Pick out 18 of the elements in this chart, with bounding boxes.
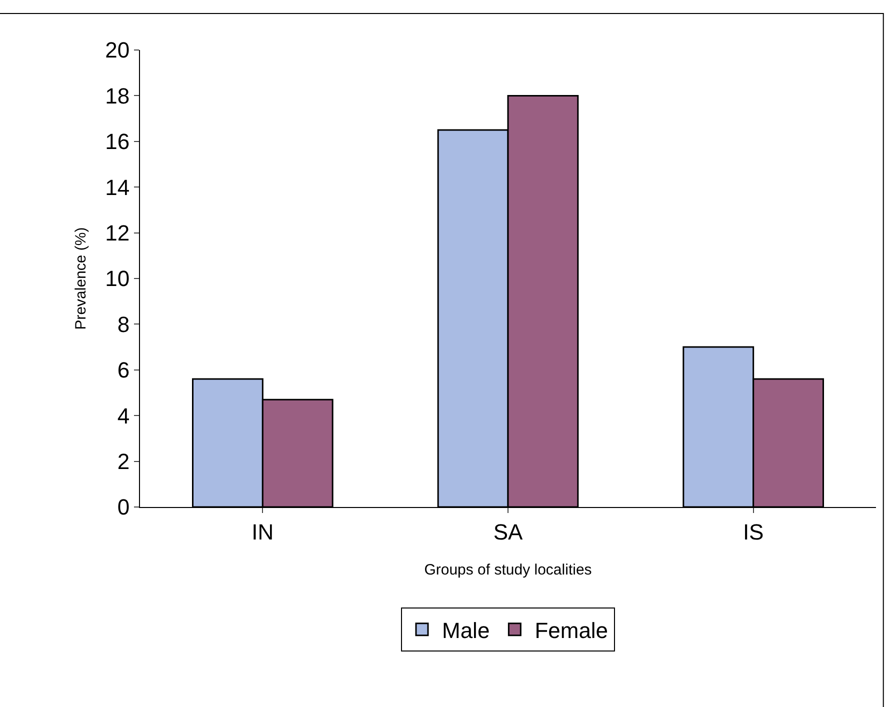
y-tick-label: 6 bbox=[117, 358, 130, 383]
y-tick-label: 16 bbox=[105, 129, 130, 154]
x-axis-title: Groups of study localities bbox=[424, 561, 592, 578]
legend-label: Female bbox=[534, 618, 608, 643]
y-tick-label: 8 bbox=[117, 312, 130, 337]
legend-label: Male bbox=[442, 618, 490, 643]
y-tick-label: 18 bbox=[105, 83, 130, 108]
y-tick-label: 10 bbox=[105, 266, 130, 292]
x-tick-label: IN bbox=[252, 519, 274, 544]
y-tick-label: 20 bbox=[105, 38, 130, 63]
y-tick-label: 2 bbox=[117, 449, 130, 474]
y-tick-label: 4 bbox=[117, 403, 130, 428]
x-tick-label: IS bbox=[742, 519, 764, 544]
y-tick-label: 12 bbox=[105, 220, 130, 246]
y-tick-label: 0 bbox=[117, 494, 130, 520]
x-tick-label: SA bbox=[493, 519, 523, 544]
y-axis-title: Prevalence (%) bbox=[72, 227, 90, 330]
y-tick-label: 14 bbox=[105, 174, 130, 200]
